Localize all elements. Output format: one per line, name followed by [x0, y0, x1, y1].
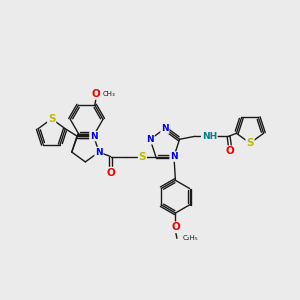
Text: CH₃: CH₃: [103, 91, 116, 97]
Text: C₂H₅: C₂H₅: [183, 235, 199, 241]
Text: O: O: [92, 89, 101, 99]
Text: S: S: [139, 152, 146, 162]
Text: O: O: [106, 168, 115, 178]
Text: N: N: [170, 152, 178, 161]
Text: N: N: [146, 135, 154, 144]
Text: O: O: [226, 146, 235, 156]
Text: S: S: [246, 138, 254, 148]
Text: N: N: [90, 132, 98, 141]
Text: N: N: [95, 148, 103, 157]
Text: S: S: [48, 114, 56, 124]
Text: NH: NH: [202, 132, 217, 141]
Text: N: N: [161, 124, 169, 133]
Text: O: O: [171, 222, 180, 232]
